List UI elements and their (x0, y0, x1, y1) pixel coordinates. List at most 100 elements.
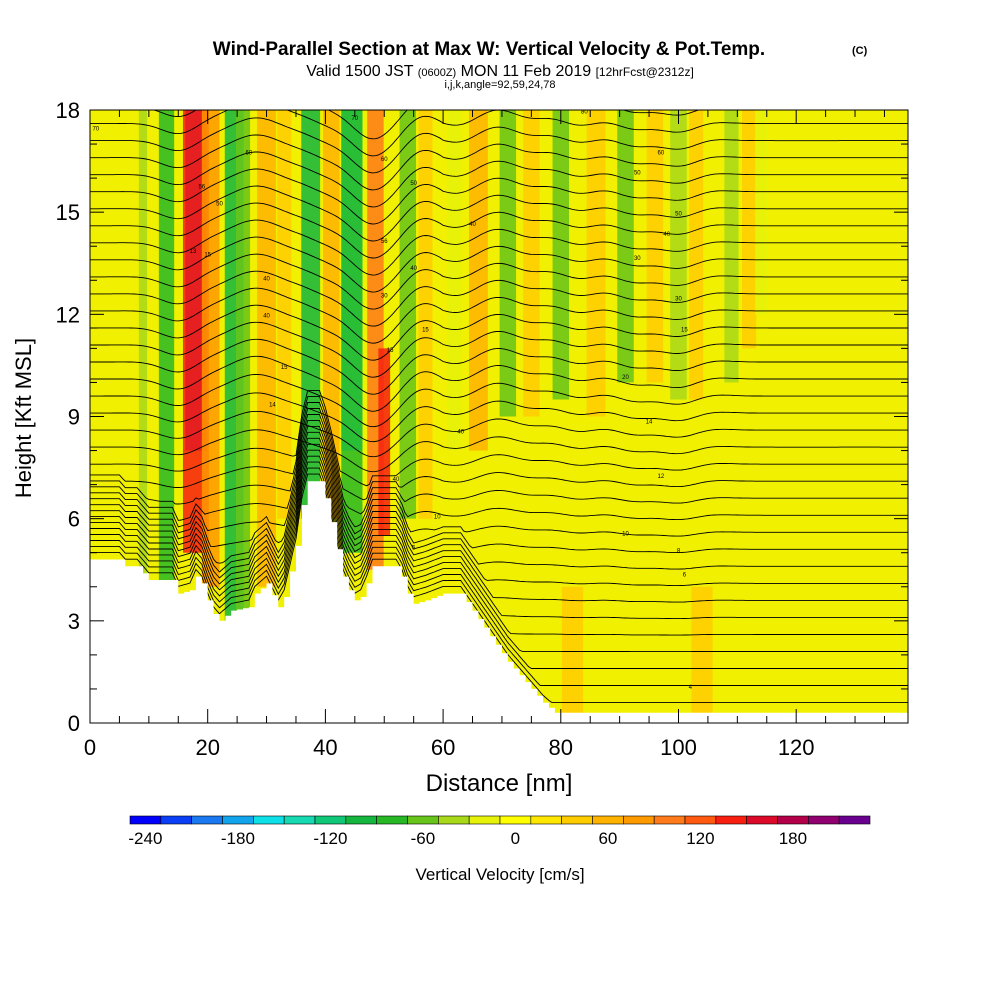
chart-subtitle: Valid 1500 JST (0600Z) MON 11 Feb 2019 [… (306, 63, 694, 80)
x-tick-label: 100 (660, 735, 697, 760)
y-tick-label: 18 (56, 98, 80, 123)
chart-title-mark: (C) (852, 45, 868, 57)
isentrope-line (90, 473, 908, 704)
contour-label: 4 (689, 685, 693, 691)
isentrope-line (90, 425, 908, 570)
isentrope-line (90, 392, 908, 443)
colorbar-tick-label: 120 (686, 829, 714, 848)
colorbar-swatch (623, 815, 655, 825)
velocity-band (617, 110, 634, 383)
contour-label: 15 (387, 348, 394, 354)
x-tick-label: 60 (431, 735, 455, 760)
isentrope-line (90, 355, 908, 412)
colorbar-swatch (653, 815, 686, 825)
contour-label: 60 (381, 157, 388, 163)
colorbar-swatch (160, 815, 192, 825)
colorbar-tick-label: -60 (411, 829, 436, 848)
subtitle-forecast: [12hrFcst@2312z] (596, 65, 694, 79)
isentrope-line (90, 134, 908, 191)
contour-label: 70 (93, 126, 100, 132)
contour-label: 40 (457, 430, 464, 436)
chart-title: Wind-Parallel Section at Max W: Vertical… (213, 39, 765, 60)
colorbar-tick-label: -180 (221, 829, 255, 848)
contour-label: 30 (381, 293, 388, 299)
contour-label: 30 (675, 297, 682, 303)
contour-label: 13 (190, 249, 197, 255)
isentrope-line (90, 219, 908, 276)
colorbar-swatch (438, 815, 470, 825)
colorbar-tick-label: -240 (128, 829, 162, 848)
velocity-band (691, 586, 713, 723)
isentrope-line (90, 410, 908, 458)
velocity-band (201, 110, 220, 587)
contour-labels: 7060565013154040151470605040564030151540… (93, 109, 693, 691)
contour-label: 50 (634, 171, 641, 177)
contour-label: 50 (675, 212, 682, 218)
x-tick-label: 40 (313, 735, 337, 760)
velocity-band (670, 110, 687, 400)
colorbar-swatch (684, 815, 717, 825)
x-axis: 0 20 40 60 80 100 120 (84, 110, 885, 760)
contour-label: 20 (622, 375, 629, 381)
contour-label: 15 (681, 327, 688, 333)
contour-label: 56 (381, 239, 388, 245)
isentrope-line (90, 461, 908, 669)
contour-label: 60 (657, 150, 664, 156)
colorbar-swatch (715, 815, 747, 825)
velocity-band (724, 110, 739, 383)
y-axis: 0 3 6 9 12 15 18 (56, 98, 908, 736)
velocity-band (277, 110, 292, 519)
terrain-mask (90, 481, 908, 723)
velocity-band (468, 110, 488, 451)
contour-label: 5 (412, 545, 416, 551)
isentrope-line (90, 408, 908, 528)
isentrope-line (90, 419, 908, 554)
velocity-band (138, 110, 148, 723)
velocity-band (341, 110, 363, 553)
x-tick-label: 80 (549, 735, 573, 760)
velocity-band (646, 110, 664, 383)
colorbar-swatch (808, 815, 840, 825)
contour-label: 40 (469, 222, 476, 228)
contour-label: 10 (622, 532, 629, 538)
grid-info: i,j,k,angle=92,59,24,78 (444, 79, 555, 91)
isentrope-line (90, 253, 908, 310)
subtitle-date: MON 11 Feb 2019 (461, 63, 592, 80)
colorbar-swatch (222, 815, 254, 825)
colorbar-swatch (253, 815, 285, 825)
isentrope-line (90, 270, 908, 327)
velocity-band (235, 110, 251, 621)
colorbar: -240 -180 -120 -60 0 60 120 180 (128, 815, 871, 848)
velocity-band (586, 110, 606, 417)
velocity-band (754, 110, 767, 315)
contour-label: 10 (434, 515, 441, 521)
contour-label: 80 (581, 109, 588, 115)
title-group: Wind-Parallel Section at Max W: Vertical… (213, 39, 868, 91)
colorbar-swatch (468, 815, 501, 825)
isentrope-line (90, 437, 908, 603)
velocity-band (378, 348, 391, 536)
subtitle-utc: (0600Z) (418, 67, 457, 79)
colorbar-swatch (592, 815, 624, 825)
isentrope-line (90, 287, 908, 344)
velocity-band (689, 110, 704, 400)
velocity-band (158, 110, 175, 723)
y-tick-label: 15 (56, 200, 80, 225)
colorbar-swatch (777, 815, 809, 825)
y-tick-label: 6 (68, 507, 80, 532)
isentrope-line (90, 429, 908, 473)
contour-label: 40 (263, 314, 270, 320)
isentrope-line (90, 431, 908, 587)
x-axis-label: Distance [nm] (426, 770, 573, 797)
plot-area: 7060565013154040151470605040564030151540… (90, 109, 908, 723)
contour-label: 8 (677, 549, 681, 555)
contour-label: 30 (634, 256, 641, 262)
colorbar-swatch (838, 815, 871, 825)
velocity-band (499, 110, 517, 417)
colorbar-tick-label: -120 (313, 829, 347, 848)
isentrope-line (90, 338, 908, 395)
isentrope-line (90, 117, 908, 174)
contour-label: 15 (281, 365, 288, 371)
isentrope-line (90, 443, 908, 620)
